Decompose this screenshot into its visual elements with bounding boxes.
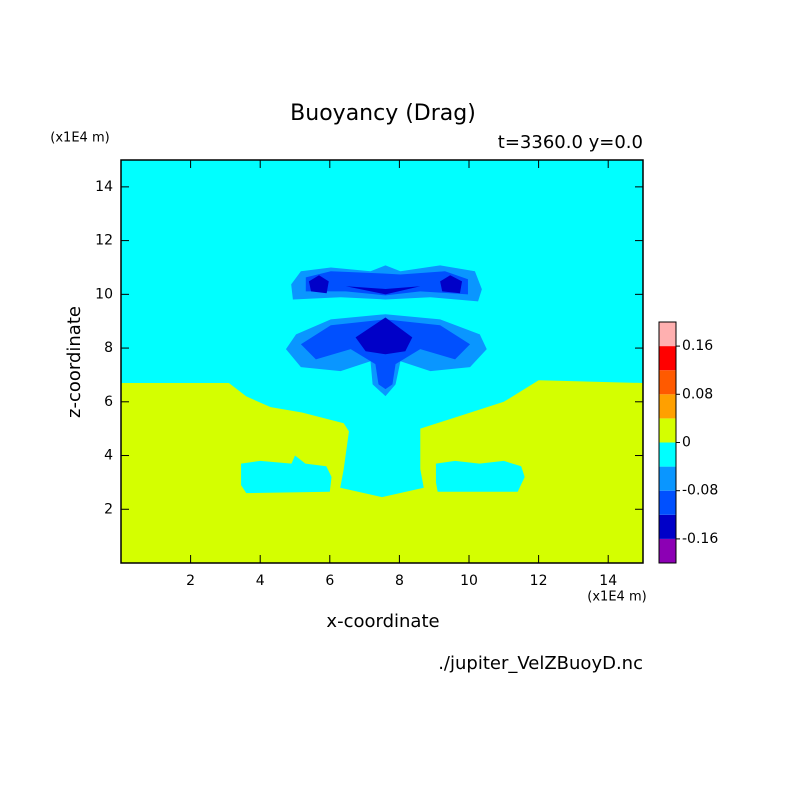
plot-frame — [120, 159, 644, 564]
colorbar-segment — [659, 538, 676, 563]
colorbar-segment — [659, 394, 676, 419]
x-tick-label: 14 — [599, 573, 617, 589]
colorbar-tick-label: -0.08 — [682, 483, 718, 499]
y-tick-label: 8 — [104, 340, 113, 356]
x-tick-label: 10 — [460, 573, 478, 589]
colorbar-segment — [659, 466, 676, 491]
x-tick-label: 8 — [395, 573, 404, 589]
contour-region — [121, 380, 643, 563]
contour-region — [305, 271, 468, 296]
y-tick-label: 14 — [95, 179, 113, 195]
x-tick-label: 6 — [325, 573, 334, 589]
colorbar-segment — [659, 514, 676, 539]
contour-region — [308, 275, 329, 294]
y-tick-label: 12 — [95, 233, 113, 249]
x-tick-label: 12 — [530, 573, 548, 589]
colorbar-tick-label: 0.16 — [682, 338, 713, 354]
colorbar-segment — [659, 370, 676, 395]
chart-title: Buoyancy (Drag) — [290, 101, 476, 126]
contour-region — [241, 455, 332, 494]
y-tick-label: 10 — [95, 286, 113, 302]
y-unit: (x1E4 m) — [50, 131, 109, 146]
contour-region — [300, 319, 471, 390]
y-tick-label: 2 — [104, 501, 113, 517]
subtitle: t=3360.0 y=0.0 — [498, 132, 643, 153]
contour-region — [345, 286, 421, 295]
plot-area — [121, 160, 643, 563]
contour-region — [435, 460, 525, 492]
colorbar-segment — [659, 346, 676, 371]
y-axis-label: z-coordinate — [64, 306, 85, 418]
x-unit: (x1E4 m) — [587, 590, 646, 605]
contour-region — [355, 317, 413, 355]
x-tick-label: 4 — [256, 573, 265, 589]
colorbar-segment — [659, 442, 676, 467]
y-tick-label: 4 — [104, 448, 113, 464]
x-axis-label: x-coordinate — [326, 611, 439, 632]
y-tick-label: 6 — [104, 394, 113, 410]
colorbar-tick-label: -0.16 — [682, 531, 718, 547]
colorbar-segment — [659, 322, 676, 347]
colorbar-tick-label: 0.08 — [682, 386, 713, 402]
colorbar-segment — [659, 490, 676, 515]
colorbar-tick-label: 0 — [682, 435, 691, 451]
colorbar-segment — [659, 418, 676, 443]
x-tick-label: 2 — [186, 573, 195, 589]
contour-region — [440, 275, 463, 294]
source-label: ./jupiter_VelZBuoyD.nc — [438, 653, 643, 674]
